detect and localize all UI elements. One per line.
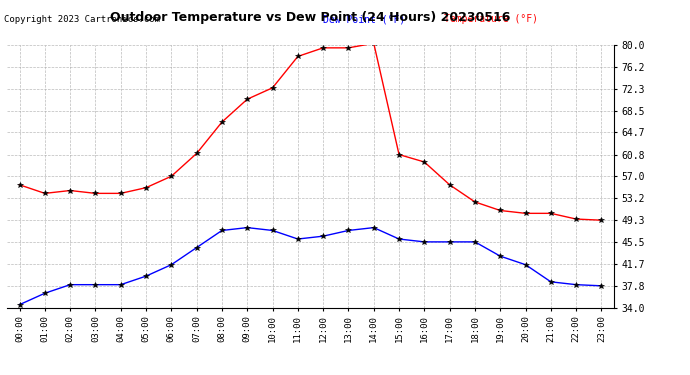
Text: Dew Point (°F): Dew Point (°F): [323, 14, 405, 24]
Text: Outdoor Temperature vs Dew Point (24 Hours) 20230516: Outdoor Temperature vs Dew Point (24 Hou…: [110, 11, 511, 24]
Text: Temperature (°F): Temperature (°F): [444, 14, 538, 24]
Text: Copyright 2023 Cartronics.com: Copyright 2023 Cartronics.com: [4, 15, 160, 24]
